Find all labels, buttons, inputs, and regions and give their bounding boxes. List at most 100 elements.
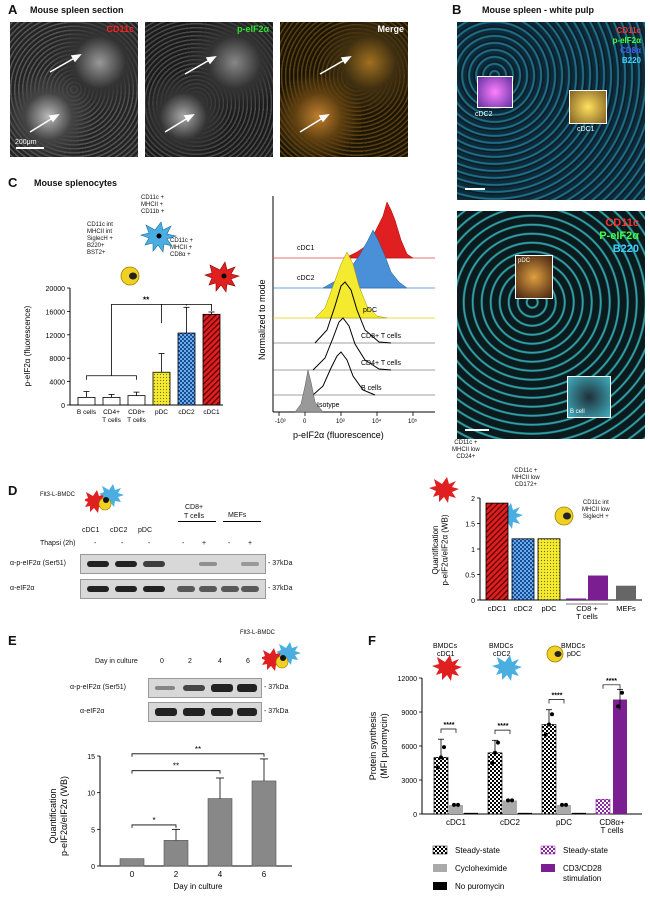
hist-ylabel: Normalized to mode — [257, 279, 267, 360]
y-tick-label: 9000 — [401, 710, 417, 717]
x-tick-label: 6 — [262, 870, 267, 879]
arrow-icon — [318, 114, 330, 123]
f-group-top-1: BMDCs — [433, 643, 458, 650]
cd11c-label: CD11c — [106, 24, 134, 34]
bar-d-3 — [566, 598, 586, 600]
arrow-icon — [340, 56, 352, 65]
bar-d-2 — [537, 538, 561, 601]
band — [211, 708, 233, 716]
hist-tick-neg: -10³ — [275, 419, 286, 425]
top-legend: CD11c p-eIF2α CD8α B220 — [613, 26, 641, 66]
sig-bracket — [131, 824, 177, 828]
legend-chx: Cycloheximide — [455, 864, 508, 873]
chart-f: 0 3000 6000 9000 12000 Protein synthesis (MFI … — [368, 676, 642, 835]
sig-label: * — [152, 816, 155, 825]
band — [237, 708, 257, 716]
bar-no-puromycin-cdc1 — [464, 812, 478, 814]
legend-peif2a: p-eIF2α — [612, 36, 641, 45]
thapsi-lane-2: - — [121, 540, 124, 547]
data-point — [506, 798, 510, 803]
thapsi-lane-7: + — [248, 540, 253, 547]
legend-swatch-t-steady — [540, 845, 556, 855]
x-tick-label: CD8α+ — [599, 818, 625, 827]
chart-c: 0 4000 8000 12000 16000 20000 p-eIF2α (fluores… — [23, 286, 223, 424]
data-point — [616, 704, 620, 709]
hist-tick-1e4: 10⁴ — [372, 418, 382, 425]
sig-label: **** — [552, 693, 563, 700]
band — [177, 586, 195, 592]
data-point — [560, 802, 564, 807]
bar-no-puromycin-pdc — [572, 812, 586, 814]
arrow-icon — [48, 114, 60, 123]
sig-bracket — [131, 770, 221, 774]
y-tick-label: 20000 — [46, 286, 66, 293]
cdc1-cell-icon — [429, 477, 459, 503]
y-tick-label: 6000 — [401, 744, 417, 751]
f-group-bottom-2: cDC2 — [493, 651, 511, 658]
data-point — [442, 745, 446, 750]
legend-nopuro: No puromycin — [455, 882, 504, 891]
band — [143, 586, 165, 592]
scale-bar — [465, 188, 485, 190]
blot-label-p-eif2a-d: α-p-eIF2α (Ser51) — [10, 560, 66, 567]
hist-label-cd8: CD8+ T cells — [361, 333, 402, 340]
merge-image: Merge — [280, 22, 408, 157]
y-tick-label: 5 — [91, 827, 95, 834]
thapsi-lane-6: - — [228, 540, 231, 547]
white-pulp-bottom-image: CD11c P-eIF2α B220 pDC B cell — [457, 211, 645, 439]
x-tick-label: CD4+ — [103, 409, 120, 416]
x-tick-label: T cells — [127, 417, 146, 424]
white-pulp-top-image: CD11c p-eIF2α CD8α B220 cDC2 cDC1 — [457, 22, 645, 200]
band — [143, 561, 165, 567]
bar-cycloheximide-cdc2 — [503, 800, 517, 814]
cdc2-cell-icon — [276, 642, 301, 665]
x-axis-label: Day in culture — [174, 882, 223, 891]
legend-f: Steady-state Cycloheximide No puromycin … — [432, 845, 608, 891]
bar-steady-state-cdc1 — [433, 757, 449, 815]
hist-tick-1e5: 10⁵ — [408, 418, 418, 425]
thapsi-lane-3: - — [148, 540, 151, 547]
cell-nucleus — [103, 497, 109, 503]
inset-pdc: pDC — [515, 255, 553, 299]
cdc2-nucleus — [156, 233, 162, 239]
annot-cdc1: CD11c + MHCII + CD8α + — [170, 238, 194, 258]
panel-letter-d: D — [8, 483, 18, 498]
bar-cycloheximide-pdc — [557, 804, 571, 814]
bar-steady-state-cdc2 — [487, 752, 503, 815]
merge-label: Merge — [377, 24, 404, 34]
sig-bracket — [494, 729, 511, 735]
hist-label-b: B cells — [361, 385, 382, 392]
data-point — [544, 732, 548, 737]
mw-eif2a-d: - 37kDa — [268, 585, 293, 592]
bar-day-6 — [251, 780, 277, 867]
y-axis-label: Protein synthesis — [368, 711, 378, 780]
bar-steady-state-pdc — [541, 724, 557, 815]
x-tick-label: cDC2 — [500, 818, 521, 827]
day-2: 2 — [188, 658, 192, 665]
y-tick-label: 4000 — [49, 380, 65, 387]
peif2a-image: p-eIF2α — [145, 22, 273, 157]
mw-eif2a-e: - 37kDa — [264, 708, 289, 715]
band — [87, 561, 109, 567]
bmdc-cluster-icon-e — [262, 642, 301, 671]
day-6: 6 — [246, 658, 250, 665]
band — [155, 708, 177, 716]
sig-label: **** — [498, 723, 509, 730]
legend-cd11c: CD11c — [605, 217, 639, 229]
y-tick-label: 12000 — [46, 333, 66, 340]
panel-letter-f: F — [368, 633, 376, 648]
bar-pdc — [152, 371, 171, 406]
y-axis-label: Quantification — [48, 788, 58, 843]
bar-cdc1 — [202, 313, 221, 406]
annot-d-pdc: CD11c int MHCII low SiglecH + — [582, 500, 610, 520]
y-tick-label: 3000 — [401, 778, 417, 785]
group-mefs: MEFs — [228, 512, 247, 519]
band — [183, 708, 205, 716]
data-point — [550, 712, 554, 717]
arrow-icon — [183, 114, 195, 123]
y-tick-label: 15 — [87, 754, 95, 761]
bar-day-0 — [119, 858, 145, 867]
y-tick-label: 16000 — [46, 309, 66, 316]
inset-pdc-label: pDC — [518, 258, 531, 264]
band — [237, 684, 257, 692]
